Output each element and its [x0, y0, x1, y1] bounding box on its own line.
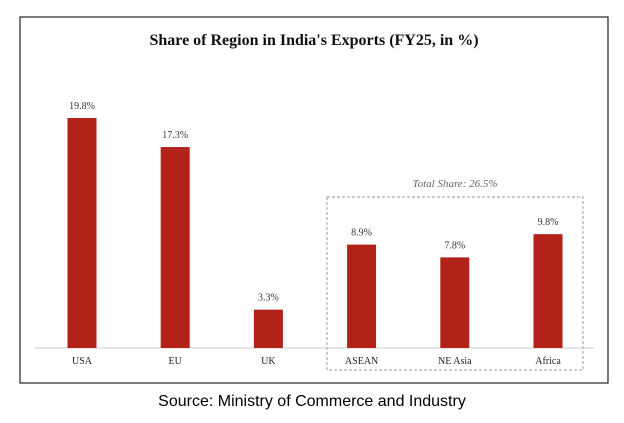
x-tick-label: Africa	[535, 356, 561, 367]
x-tick-label: EU	[169, 356, 183, 367]
data-label: 17.3%	[162, 130, 188, 141]
x-tick-label: USA	[72, 356, 93, 367]
data-label: 7.8%	[444, 240, 465, 251]
group-dashed-box	[326, 196, 584, 371]
data-label: 19.8%	[69, 101, 95, 112]
bar-usa	[67, 118, 97, 348]
bar-chart: Share of Region in India's Exports (FY25…	[19, 16, 609, 384]
bar-africa	[533, 234, 563, 348]
data-label: 3.3%	[258, 293, 279, 304]
x-tick-label: NE Asia	[438, 356, 472, 367]
bar-uk	[253, 309, 283, 348]
bar-asean	[347, 244, 377, 348]
data-label: 9.8%	[538, 217, 559, 228]
source-note: Source: Ministry of Commerce and Industr…	[158, 393, 466, 410]
data-label: 8.9%	[351, 228, 372, 239]
chart-title: Share of Region in India's Exports (FY25…	[149, 32, 478, 49]
bar-eu	[160, 147, 190, 348]
group-annotation: Total Share: 26.5%	[412, 178, 497, 190]
chart-frame	[19, 16, 609, 384]
x-tick-label: UK	[261, 356, 276, 367]
x-tick-label: ASEAN	[345, 356, 378, 367]
bar-ne-asia	[440, 257, 470, 348]
